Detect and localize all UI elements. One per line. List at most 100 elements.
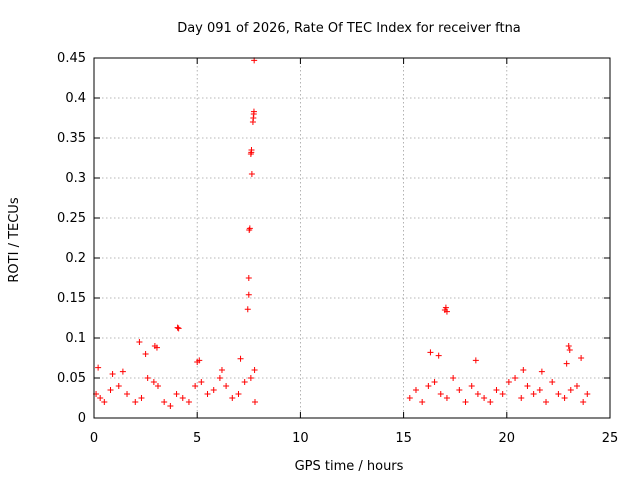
- data-point: [185, 399, 192, 405]
- data-point: [555, 391, 562, 397]
- data-point: [512, 375, 519, 381]
- data-point: [468, 383, 475, 389]
- data-point: [247, 375, 254, 381]
- data-point: [244, 306, 251, 313]
- data-point: [119, 368, 126, 375]
- data-point: [115, 383, 122, 389]
- x-tick-label: 20: [499, 431, 516, 446]
- data-point: [101, 399, 108, 405]
- data-point: [95, 364, 102, 371]
- data-point: [472, 357, 479, 364]
- data-point: [136, 339, 143, 345]
- chart-title: Day 091 of 2026, Rate Of TEC Index for r…: [177, 21, 521, 36]
- data-point: [412, 387, 419, 393]
- y-tick-label: 0.35: [57, 131, 86, 146]
- data-point: [216, 375, 223, 381]
- y-tick-label: 0.3: [65, 171, 86, 186]
- data-point: [250, 108, 257, 115]
- data-point: [443, 395, 450, 401]
- x-tick-label: 5: [193, 431, 201, 446]
- data-point: [427, 349, 434, 356]
- data-point: [173, 391, 180, 397]
- data-point: [154, 383, 161, 389]
- data-point: [530, 391, 537, 397]
- data-point: [241, 379, 248, 385]
- grid-lines: [94, 58, 610, 418]
- data-point: [196, 357, 203, 364]
- data-point: [153, 344, 160, 351]
- data-point: [543, 399, 550, 405]
- data-point: [144, 375, 151, 381]
- data-point: [563, 360, 570, 367]
- data-point: [505, 379, 512, 385]
- data-point: [437, 391, 444, 397]
- data-point: [248, 171, 255, 177]
- data-point: [251, 367, 258, 373]
- y-tick-label: 0: [78, 411, 86, 426]
- x-tick-labels: 0 5 10 15 20 25: [90, 431, 618, 446]
- data-point: [538, 368, 545, 375]
- y-tick-label: 0.2: [65, 251, 86, 266]
- data-points: [93, 57, 591, 409]
- data-point: [223, 383, 230, 389]
- x-tick-label: 0: [90, 431, 98, 446]
- x-axis-label: GPS time / hours: [295, 459, 404, 474]
- data-point: [218, 367, 225, 373]
- y-tick-label: 0.4: [65, 91, 86, 106]
- data-point: [549, 379, 556, 385]
- data-point: [578, 355, 585, 361]
- data-point: [450, 375, 457, 381]
- data-point: [561, 395, 568, 401]
- data-point: [245, 291, 252, 298]
- data-point: [167, 403, 174, 409]
- data-point: [443, 308, 450, 315]
- data-point: [431, 379, 438, 385]
- data-point: [435, 352, 442, 359]
- data-point: [174, 324, 181, 331]
- data-point: [245, 275, 252, 281]
- data-point: [518, 395, 525, 401]
- data-point: [573, 383, 580, 389]
- x-tick-label: 10: [292, 431, 309, 446]
- y-tick-label: 0.45: [57, 51, 86, 66]
- y-tick-label: 0.05: [57, 371, 86, 386]
- x-tick-label: 25: [602, 431, 619, 446]
- data-point: [584, 391, 591, 397]
- data-point: [419, 399, 426, 405]
- y-tick-labels: 0 0.05 0.1 0.15 0.2 0.25 0.3 0.35 0.4 0.45: [57, 51, 86, 426]
- data-point: [192, 383, 199, 389]
- data-point: [474, 391, 481, 397]
- data-point: [442, 304, 449, 311]
- y-tick-label: 0.1: [65, 331, 86, 346]
- data-point: [248, 147, 255, 153]
- data-point: [520, 367, 527, 373]
- data-point: [237, 355, 244, 362]
- data-point: [210, 387, 217, 393]
- data-point: [246, 225, 253, 232]
- data-point: [565, 343, 572, 349]
- data-point: [406, 395, 413, 401]
- data-point: [536, 387, 543, 393]
- data-point: [487, 399, 494, 405]
- data-point: [198, 379, 205, 385]
- data-point: [524, 383, 531, 389]
- data-point: [204, 391, 211, 397]
- data-point: [109, 371, 116, 377]
- y-axis-label: ROTI / TECUs: [7, 197, 22, 282]
- data-point: [566, 347, 573, 353]
- data-point: [179, 395, 186, 401]
- data-point: [456, 387, 463, 393]
- data-point: [481, 395, 488, 401]
- data-point: [425, 383, 432, 389]
- data-point: [567, 387, 574, 393]
- data-point: [462, 399, 469, 405]
- plot-frame: [93, 57, 611, 419]
- x-tick-label: 15: [395, 431, 412, 446]
- data-point: [251, 399, 258, 405]
- data-point: [138, 395, 145, 401]
- data-point: [235, 391, 242, 397]
- data-point: [493, 387, 500, 393]
- data-point: [142, 351, 149, 357]
- y-tick-label: 0.15: [57, 291, 86, 306]
- data-point: [97, 395, 104, 401]
